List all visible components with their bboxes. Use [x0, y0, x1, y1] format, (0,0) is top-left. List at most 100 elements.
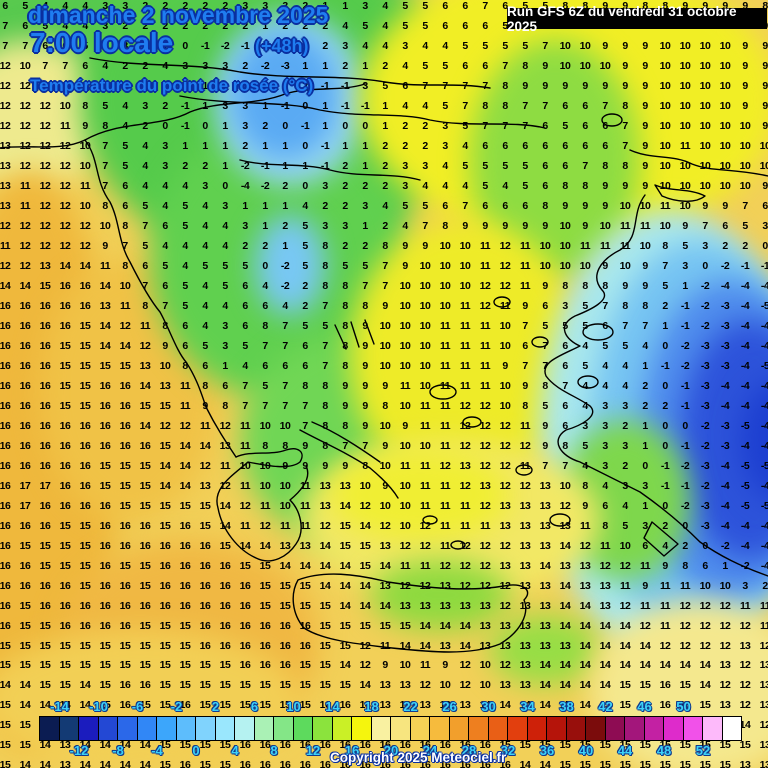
dewpoint-value: 0	[682, 420, 688, 432]
dewpoint-value: -2	[680, 500, 690, 512]
dewpoint-value: 9	[742, 80, 748, 92]
scale-cell	[175, 716, 196, 741]
dewpoint-value: 10	[539, 260, 551, 272]
dewpoint-value: 4	[442, 160, 448, 172]
dewpoint-value: 16	[359, 759, 371, 768]
dewpoint-value: 7	[362, 280, 368, 292]
dewpoint-value: 16	[79, 480, 91, 492]
dewpoint-value: 2	[402, 140, 408, 152]
dewpoint-value: 4	[422, 40, 428, 52]
dewpoint-value: 10	[619, 200, 631, 212]
dewpoint-value: 5	[422, 0, 428, 12]
dewpoint-value: 16	[179, 580, 191, 592]
dewpoint-value: 13	[399, 600, 411, 612]
dewpoint-value: 7	[742, 200, 748, 212]
dewpoint-value: 15	[219, 659, 231, 671]
dewpoint-value: 11	[479, 520, 491, 532]
dewpoint-value: -4	[760, 320, 768, 332]
dewpoint-value: 5	[142, 200, 148, 212]
dewpoint-value: 0	[662, 420, 668, 432]
dewpoint-value: 14	[579, 699, 591, 711]
dewpoint-value: 14	[139, 420, 151, 432]
dewpoint-value: 9	[362, 320, 368, 332]
dewpoint-value: -3	[280, 40, 290, 52]
dewpoint-value: 15	[19, 540, 31, 552]
dewpoint-value: 0	[282, 80, 288, 92]
dewpoint-value: 12	[199, 460, 211, 472]
dewpoint-value: 13	[519, 520, 531, 532]
dewpoint-value: 6	[442, 0, 448, 12]
dewpoint-value: 11	[299, 500, 311, 512]
dewpoint-value: 14	[379, 560, 391, 572]
dewpoint-value: 4	[402, 60, 408, 72]
dewpoint-value: 15	[339, 620, 351, 632]
scale-cell	[39, 716, 60, 741]
dewpoint-value: 1	[722, 560, 728, 572]
dewpoint-value: 10	[499, 340, 511, 352]
dewpoint-value: 15	[599, 699, 611, 711]
dewpoint-value: 9	[762, 80, 768, 92]
dewpoint-value: 4	[82, 20, 88, 32]
dewpoint-value: 10	[679, 60, 691, 72]
scale-tick-label: 50	[676, 699, 691, 714]
dewpoint-value: -5	[760, 300, 768, 312]
dewpoint-value: -2	[740, 560, 750, 572]
dewpoint-value: 12	[579, 540, 591, 552]
dewpoint-value: 13	[519, 600, 531, 612]
scale-tick-label: -10	[89, 699, 108, 714]
dewpoint-value: 6	[122, 200, 128, 212]
dewpoint-value: 9	[602, 80, 608, 92]
dewpoint-value: 16	[159, 600, 171, 612]
dewpoint-value: 16	[79, 620, 91, 632]
dewpoint-value: 15	[99, 360, 111, 372]
dewpoint-value: 9	[582, 220, 588, 232]
dewpoint-value: 16	[99, 560, 111, 572]
dewpoint-value: -1	[320, 80, 330, 92]
dewpoint-value: 11	[99, 260, 111, 272]
dewpoint-value: 8	[322, 380, 328, 392]
dewpoint-value: 13	[379, 699, 391, 711]
dewpoint-value: 11	[439, 320, 451, 332]
dewpoint-value: 13	[0, 140, 11, 152]
dewpoint-value: 5	[182, 280, 188, 292]
dewpoint-value: 10	[739, 120, 751, 132]
dewpoint-value: 3	[222, 340, 228, 352]
dewpoint-value: 11	[439, 360, 451, 372]
dewpoint-value: 6	[242, 300, 248, 312]
dewpoint-value: 7	[622, 120, 628, 132]
dewpoint-value: 4	[222, 240, 228, 252]
grid-row: 11 12 12 12 12 9 7 5 4 4 4 4 2 2 1 5 8 2 2 8 9 9 10 10 11 12 11 10 1…	[0, 236, 768, 252]
dewpoint-value: 13	[719, 699, 731, 711]
dewpoint-value: 9	[702, 0, 708, 12]
dewpoint-value: 10	[399, 520, 411, 532]
scale-cell	[351, 716, 372, 741]
dewpoint-value: 1	[202, 140, 208, 152]
dewpoint-value: 12	[679, 640, 691, 652]
dewpoint-value: 9	[722, 0, 728, 12]
dewpoint-value: 1	[182, 140, 188, 152]
dewpoint-value: 15	[319, 640, 331, 652]
dewpoint-value: 8	[562, 280, 568, 292]
dewpoint-value: 14	[19, 699, 31, 711]
dewpoint-value: 4	[462, 180, 468, 192]
dewpoint-value: 6	[82, 60, 88, 72]
dewpoint-value: 14	[539, 679, 551, 691]
grid-row: 16 16 16 16 16 16 16 16 15 14 14 13 11 8 8 9 8 7 7 9 10 10 11 1…	[0, 436, 768, 452]
dewpoint-value: 16	[19, 580, 31, 592]
dewpoint-value: 11	[459, 520, 471, 532]
dewpoint-value: 12	[719, 600, 731, 612]
dewpoint-value: 15	[619, 699, 631, 711]
dewpoint-value: 11	[439, 400, 451, 412]
dewpoint-value: 12	[719, 679, 731, 691]
dewpoint-value: 9	[762, 120, 768, 132]
dewpoint-value: -1	[760, 260, 768, 272]
scale-cell	[370, 716, 391, 741]
dewpoint-value: 10	[439, 240, 451, 252]
dewpoint-value: 11	[639, 600, 651, 612]
dewpoint-value: 15	[59, 360, 71, 372]
dewpoint-value: 6	[542, 180, 548, 192]
dewpoint-value: 13	[539, 480, 551, 492]
dewpoint-value: 10	[439, 280, 451, 292]
dewpoint-value: 10	[679, 200, 691, 212]
dewpoint-value: 16	[19, 460, 31, 472]
